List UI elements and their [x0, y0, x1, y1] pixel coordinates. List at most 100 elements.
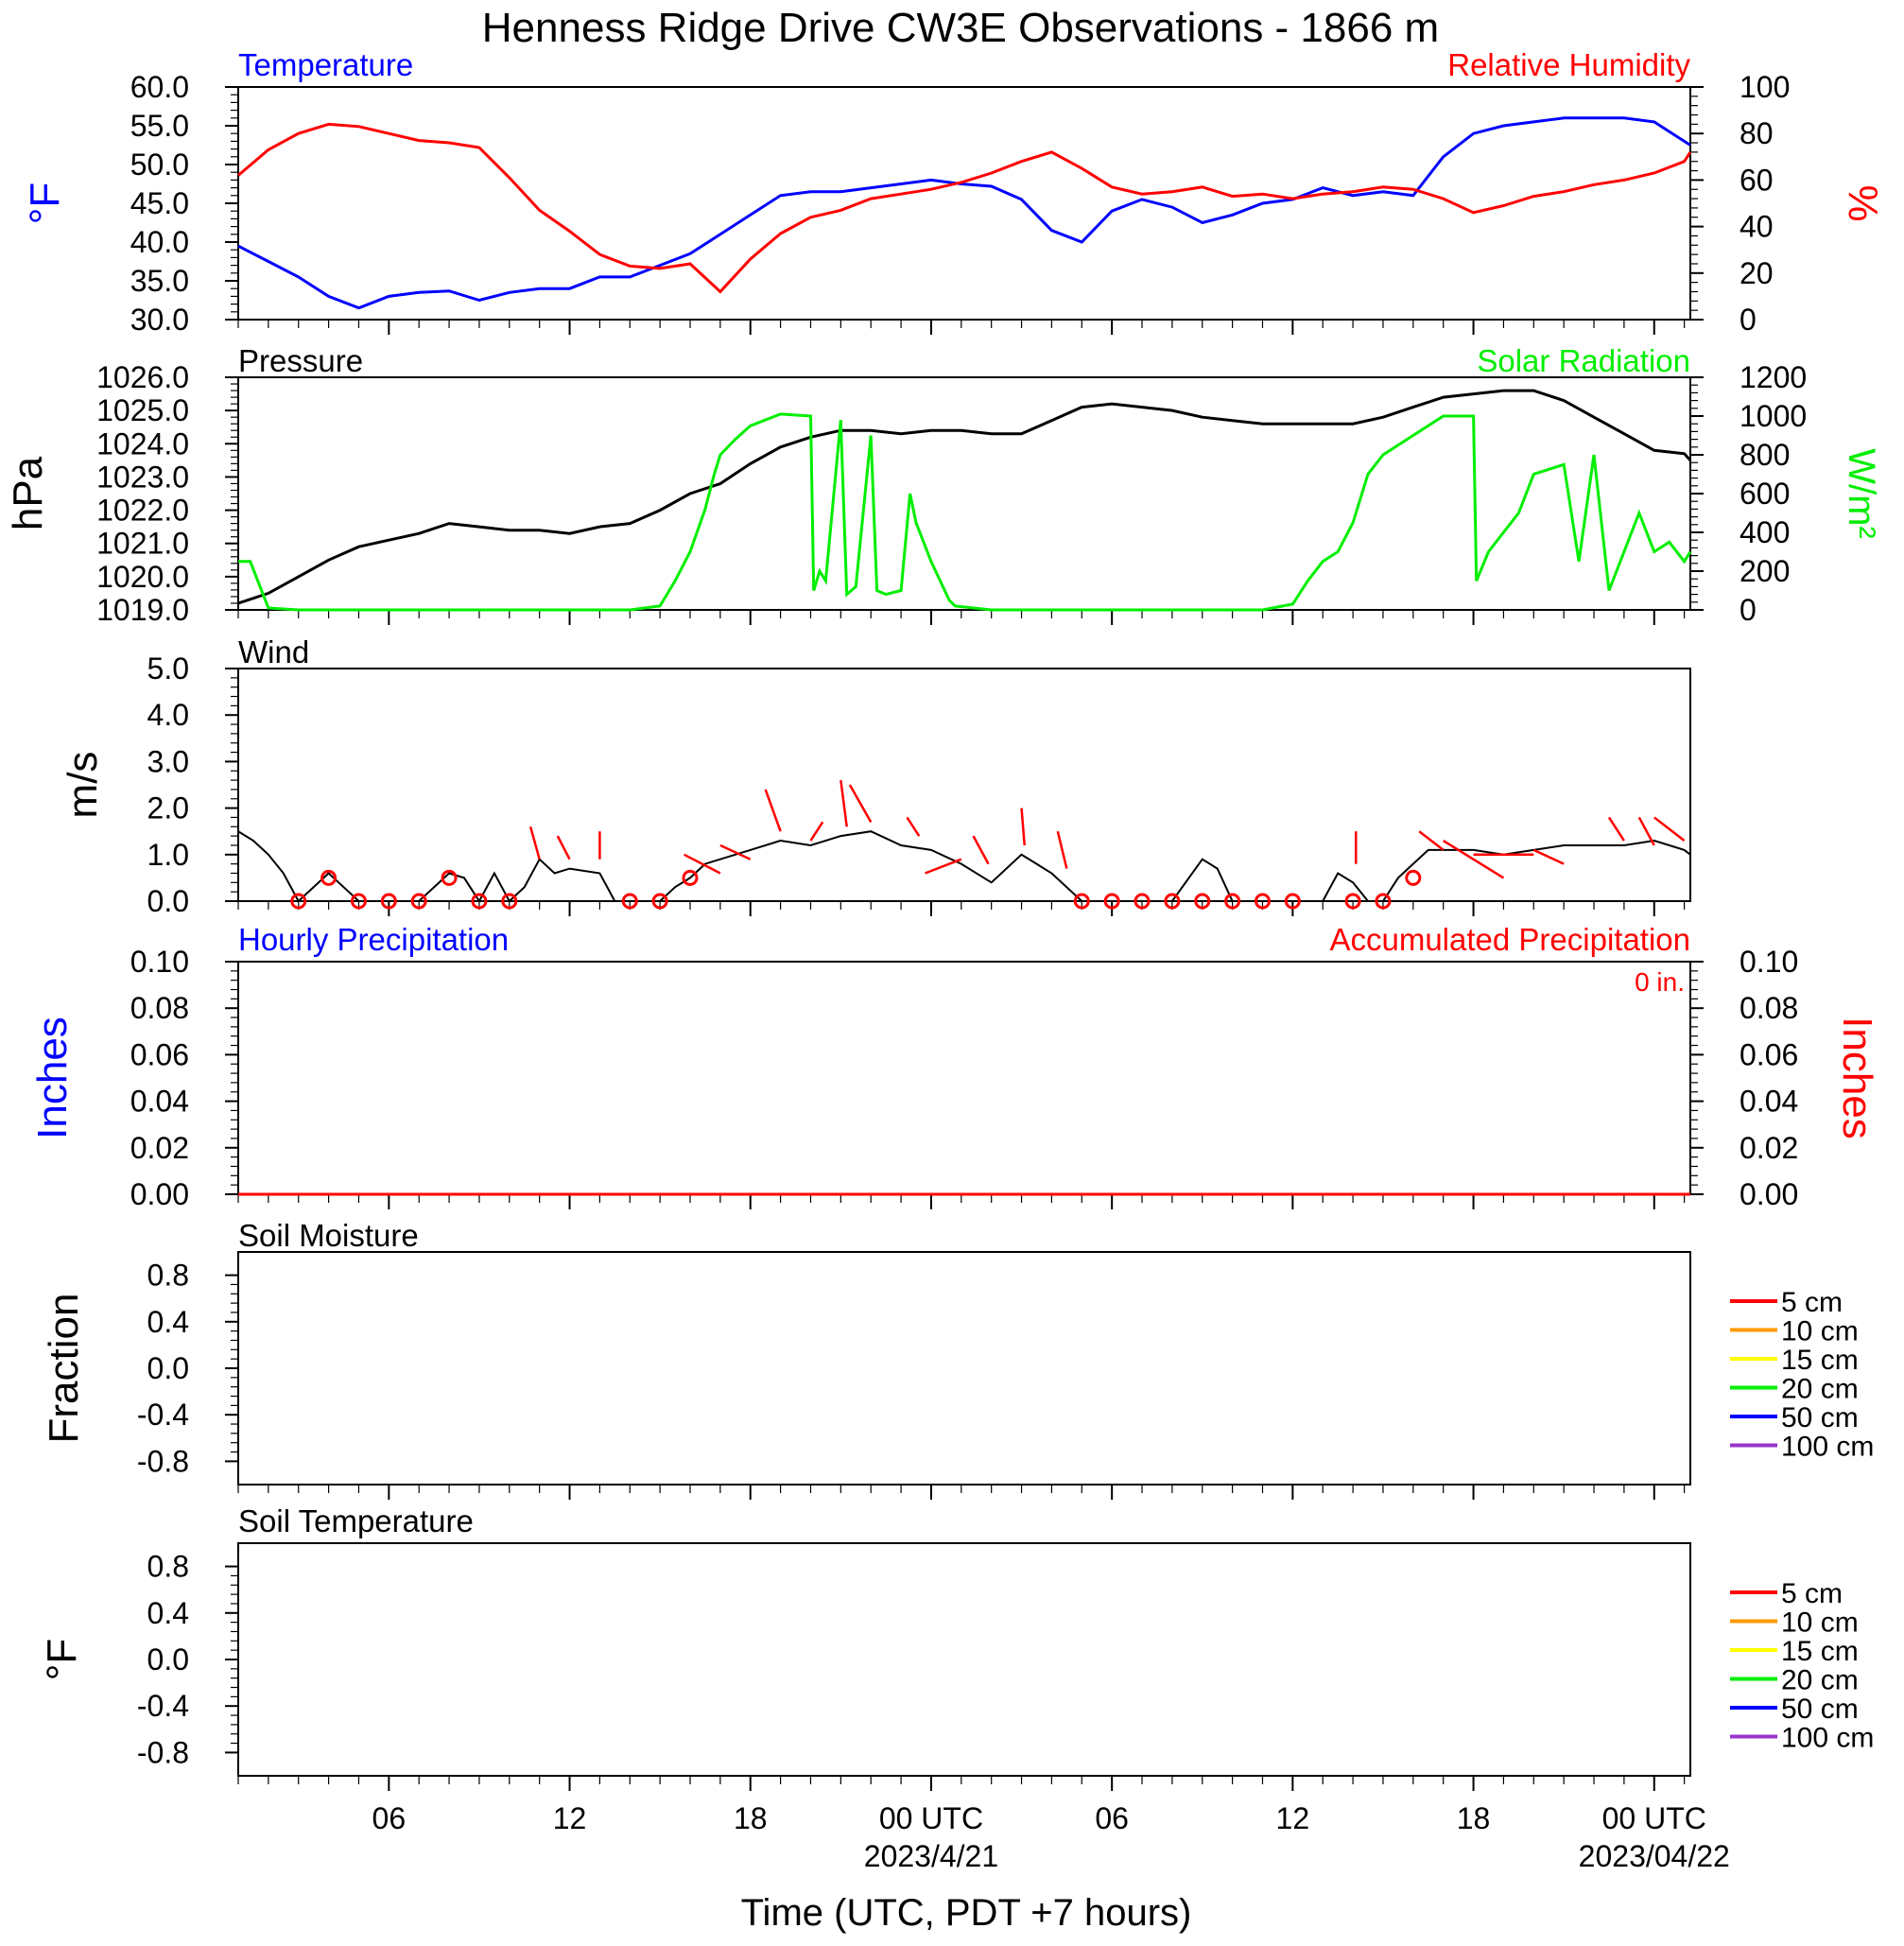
- precip-plot-frame: [237, 961, 1691, 1195]
- precip-x-ticks: [237, 1194, 1686, 1209]
- calm-wind-circle: [290, 893, 307, 910]
- y-tick-label: 2.0: [147, 791, 189, 825]
- wind-barb: [1020, 808, 1026, 846]
- panel-pressure-solar: Pressure Solar Radiation 1019.01020.0102…: [5, 343, 1882, 627]
- y-tick-label: 0.02: [130, 1131, 189, 1165]
- wind-barbs: [528, 779, 1686, 879]
- calm-wind-circle: [1194, 893, 1211, 910]
- soil-moisture-y-axis-label: Fraction: [41, 1294, 87, 1444]
- solar-radiation-line: [238, 412, 1692, 612]
- wind-barb: [764, 789, 782, 832]
- precip-left-ticks: 0.00 0.02 0.04 0.06 0.08 0.10: [130, 945, 238, 1211]
- wind-barb: [1443, 839, 1505, 879]
- y-tick-label: 0.0: [147, 1642, 189, 1677]
- y-tick-label: 1025.0: [96, 393, 189, 427]
- chart-title: Henness Ridge Drive CW3E Observations - …: [482, 5, 1439, 51]
- calm-wind-circle: [1134, 893, 1151, 910]
- x-tick-label: 18: [734, 1801, 768, 1835]
- y-tick-label: 1020.0: [96, 560, 189, 594]
- pressure-left-ticks: 1019.01020.01021.01022.01023.01024.01025…: [96, 360, 238, 627]
- solar-right-ticks: 0 200 400 600 800 1000 1200: [1690, 360, 1807, 627]
- calm-wind-circle: [1254, 893, 1271, 910]
- soil-temperature-left-ticks: -0.8 -0.4 0.0 0.4 0.8: [137, 1550, 238, 1769]
- y-tick-label: 1022.0: [96, 494, 189, 528]
- soil-temperature-plot-frame: [237, 1542, 1691, 1777]
- y-tick-label: 0.00: [130, 1177, 189, 1211]
- legend-label: 100 cm: [1781, 1432, 1874, 1463]
- wind-x-ticks: [237, 901, 1686, 916]
- y-tick-label: 1200: [1740, 360, 1807, 394]
- calm-wind-circle: [682, 869, 699, 886]
- panel-wind: Wind 0.0 1.0 2.0 3.0 4.0 5.0 m/s: [60, 634, 1691, 918]
- y-tick-label: 4.0: [147, 698, 189, 732]
- panel-soil-temperature: Soil Temperature -0.8 -0.4 0.0 0.4 0.8 °F 5 …: [39, 1503, 1874, 1791]
- y-tick-label: 0.06: [1740, 1037, 1798, 1071]
- wind-y-axis-label: m/s: [60, 752, 106, 819]
- legend-label: 20 cm: [1781, 1665, 1859, 1696]
- y-tick-label: 1024.0: [96, 426, 189, 460]
- y-tick-label: 55.0: [130, 109, 189, 143]
- legend-label: 20 cm: [1781, 1374, 1859, 1405]
- y-tick-label: 1000: [1740, 399, 1807, 433]
- y-tick-label: -0.8: [137, 1735, 189, 1769]
- legend-label: 50 cm: [1781, 1694, 1859, 1725]
- accum-precip-total: 0 in.: [1635, 967, 1685, 997]
- wind-barb: [556, 835, 571, 860]
- wind-barb: [1607, 816, 1625, 842]
- calm-wind-circle: [1375, 893, 1392, 910]
- calm-wind-circle: [651, 893, 668, 910]
- legend-label: 10 cm: [1781, 1316, 1859, 1347]
- pressure-line: [237, 389, 1692, 605]
- wind-barb: [528, 825, 541, 860]
- y-tick-label: 100: [1740, 70, 1790, 104]
- y-tick-label: 20: [1740, 256, 1774, 290]
- y-tick-label: 0.4: [147, 1596, 189, 1630]
- y-tick-label: 30.0: [130, 303, 189, 337]
- humidity-line: [237, 122, 1692, 294]
- x-tick-label: 12: [1276, 1801, 1310, 1835]
- soil-moisture-x-ticks: [237, 1485, 1686, 1500]
- y-tick-label: 1.0: [147, 838, 189, 872]
- y-tick-label: 400: [1740, 515, 1790, 549]
- y-tick-label: 1026.0: [96, 360, 189, 394]
- calm-wind-circle: [1103, 893, 1120, 910]
- temp-y-axis-label: °F: [22, 182, 68, 224]
- pressure-solar-plot-frame: [237, 376, 1691, 611]
- temp-rh-x-ticks: [237, 320, 1686, 335]
- x-tick-label: 00 UTC: [1602, 1801, 1706, 1835]
- temperature-line: [237, 116, 1691, 310]
- y-tick-label: 0.08: [1740, 991, 1798, 1025]
- y-tick-label: 60.0: [130, 70, 189, 104]
- legend-label: 15 cm: [1781, 1636, 1859, 1667]
- y-tick-label: 1023.0: [96, 460, 189, 494]
- legend-label: 50 cm: [1781, 1402, 1859, 1433]
- y-tick-label: 35.0: [130, 264, 189, 298]
- y-tick-label: 0.02: [1740, 1131, 1798, 1165]
- wind-barb: [1532, 848, 1565, 865]
- wind-barb: [684, 853, 721, 875]
- y-tick-label: -0.4: [137, 1689, 189, 1723]
- panel-precipitation: Hourly Precipitation Accumulated Precipi…: [29, 922, 1880, 1211]
- calm-wind-circle: [1344, 893, 1361, 910]
- x-tick-label: 00 UTC: [879, 1801, 983, 1835]
- temp-rh-left-ticks: 30.0 35.0 40.0 45.0 50.0 55.0 60.0: [130, 70, 238, 337]
- y-tick-label: 0.04: [1740, 1085, 1798, 1119]
- wind-plot-frame: [237, 668, 1691, 902]
- y-tick-label: 0.8: [147, 1550, 189, 1584]
- y-tick-label: 80: [1740, 116, 1774, 150]
- y-tick-label: 0.0: [147, 1351, 189, 1385]
- temperature-title: Temperature: [238, 47, 413, 82]
- y-tick-label: -0.4: [137, 1398, 189, 1432]
- legend-label: 10 cm: [1781, 1607, 1859, 1639]
- calm-wind-markers: [290, 869, 1422, 910]
- soil-temperature-x-ticks: [237, 1776, 1686, 1791]
- y-tick-label: 200: [1740, 554, 1790, 588]
- wind-barb: [972, 835, 990, 865]
- wind-barb: [1418, 830, 1445, 851]
- x-tick-date-label: 2023/4/21: [864, 1839, 998, 1873]
- calm-wind-circle: [1284, 893, 1301, 910]
- calm-wind-circle: [320, 869, 338, 886]
- wind-barb: [906, 816, 921, 837]
